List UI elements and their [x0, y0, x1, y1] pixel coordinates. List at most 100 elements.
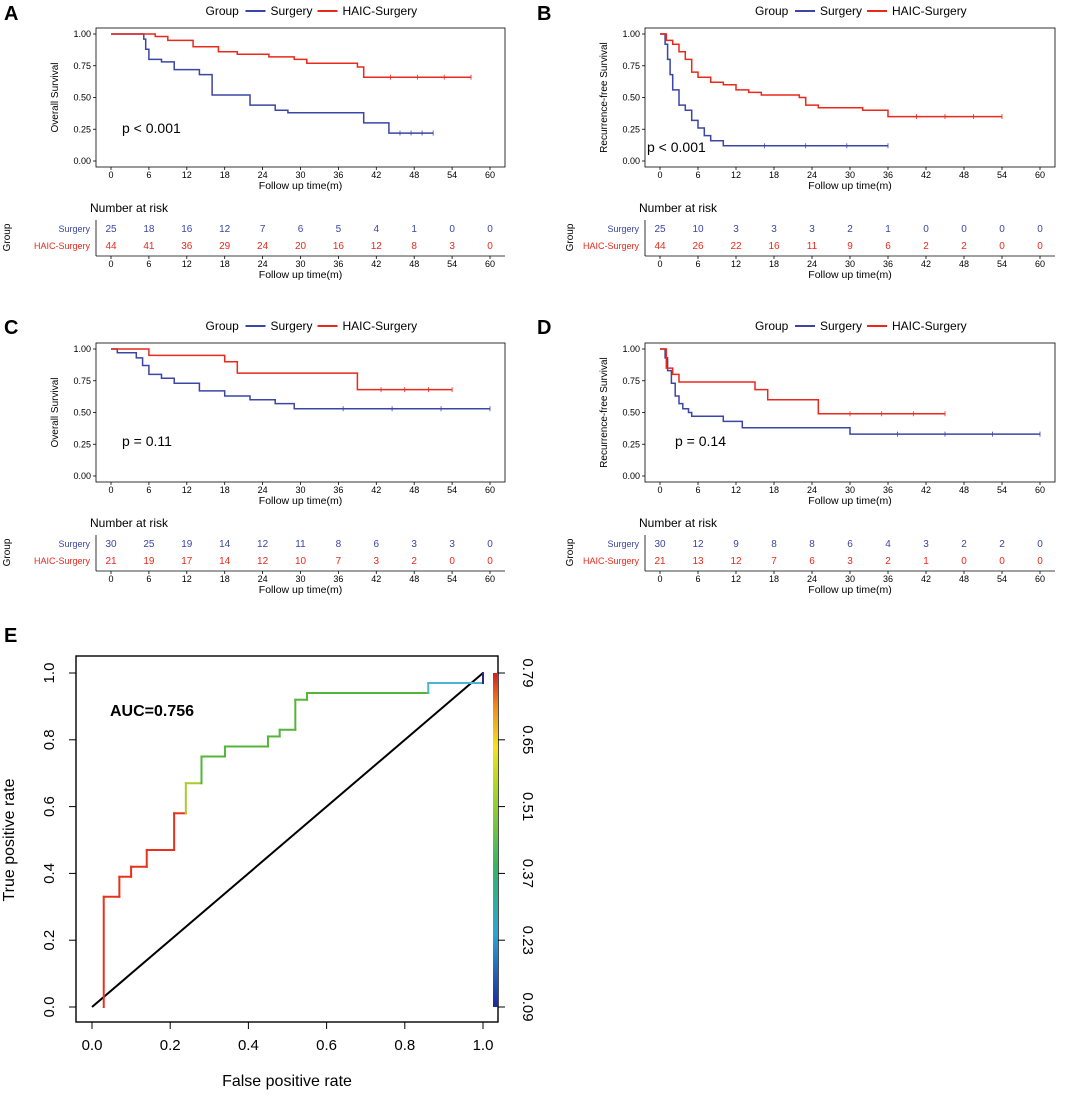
- colorbar-tick-label: 0.37: [519, 859, 536, 888]
- p-value-annotation: p < 0.001: [122, 120, 181, 136]
- risk-x-tick-label: 48: [409, 259, 419, 269]
- risk-count-haic: 13: [692, 556, 704, 567]
- y-tick-label: 1.00: [622, 29, 640, 39]
- legend-label-haic: HAIC-Surgery: [892, 4, 967, 18]
- risk-row-label-surgery: Surgery: [607, 539, 639, 549]
- y-axis-label: Recurrence-free Survival: [599, 357, 610, 468]
- risk-row-label-surgery: Surgery: [58, 224, 90, 234]
- risk-count-haic: 22: [730, 241, 742, 252]
- y-tick-label: 0.25: [73, 439, 91, 449]
- y-tick-label: 0.25: [73, 124, 91, 134]
- legend-label-surgery: Surgery: [820, 4, 862, 18]
- risk-count-surgery: 16: [181, 224, 193, 235]
- x-tick-label: 12: [731, 170, 741, 180]
- y-tick-label: 0.75: [73, 376, 91, 386]
- x-tick-label: 60: [485, 170, 495, 180]
- roc-panel-e: E 0.0 0.2 0.4 0.6 0.8 1.0 0.0 0.2 0.4 0.6 0.8 1.0 Fal…: [1, 625, 536, 1090]
- risk-count-haic: 44: [654, 241, 666, 252]
- x-tick-label: 42: [371, 485, 381, 495]
- risk-x-tick-label: 30: [295, 574, 305, 584]
- risk-count-haic: 3: [449, 241, 455, 252]
- risk-count-surgery: 2: [847, 224, 853, 235]
- risk-table-title: Number at risk: [639, 516, 718, 530]
- risk-count-surgery: 8: [771, 539, 777, 550]
- risk-count-haic: 19: [143, 556, 155, 567]
- risk-count-surgery: 0: [961, 224, 967, 235]
- risk-count-haic: 10: [295, 556, 307, 567]
- plot-frame: [95, 27, 506, 168]
- colorbar-tick-label: 0.23: [519, 926, 536, 955]
- p-value-annotation: p = 0.11: [122, 433, 172, 449]
- risk-x-tick-label: 60: [485, 259, 495, 269]
- x-tick-label: 48: [959, 485, 969, 495]
- roc-diagonal: [91, 672, 484, 1008]
- colorbar-tick-label: 0.65: [519, 725, 536, 754]
- risk-count-haic: 0: [961, 556, 967, 567]
- risk-count-surgery: 6: [298, 224, 304, 235]
- roc-y-tick-label: 0.6: [41, 796, 58, 817]
- risk-count-haic: 0: [487, 241, 493, 252]
- risk-count-haic: 26: [692, 241, 704, 252]
- y-tick-label: 0.50: [622, 93, 640, 103]
- risk-count-surgery: 19: [181, 539, 193, 550]
- x-tick-label: 36: [883, 485, 893, 495]
- legend-title: Group: [755, 319, 789, 333]
- risk-count-haic: 1: [923, 556, 929, 567]
- roc-x-tick-label: 0.2: [160, 1037, 181, 1054]
- risk-count-surgery: 3: [449, 539, 455, 550]
- km-panel-d: D Group Surgery HAIC-Surgery 0.00 0.25 0.50 0.7…: [537, 317, 1056, 596]
- risk-x-tick-label: 42: [921, 259, 931, 269]
- risk-x-tick-label: 0: [657, 259, 662, 269]
- risk-count-haic: 17: [181, 556, 193, 567]
- km-curve-haic: [111, 348, 453, 391]
- risk-count-surgery: 0: [999, 224, 1005, 235]
- risk-count-surgery: 0: [1037, 539, 1043, 550]
- panel-letter-d: D: [537, 317, 551, 339]
- risk-count-haic: 12: [730, 556, 742, 567]
- risk-count-surgery: 8: [809, 539, 815, 550]
- risk-count-haic: 36: [181, 241, 193, 252]
- x-tick-label: 24: [807, 170, 817, 180]
- y-tick-label: 1.00: [73, 29, 91, 39]
- km-curve-surgery: [660, 33, 888, 147]
- y-axis-label: Recurrence-free Survival: [599, 42, 610, 153]
- roc-x-axis-label: False positive rate: [222, 1073, 352, 1090]
- legend-label-haic: HAIC-Surgery: [343, 4, 418, 18]
- risk-x-tick-label: 0: [108, 574, 113, 584]
- legend-title: Group: [755, 4, 789, 18]
- y-tick-label: 0.50: [73, 408, 91, 418]
- y-tick-label: 0.50: [622, 408, 640, 418]
- risk-group-label: Group: [565, 223, 576, 251]
- km-curve-surgery: [111, 33, 434, 134]
- risk-count-surgery: 25: [105, 224, 117, 235]
- risk-x-axis-label: Follow up time(m): [259, 269, 342, 281]
- risk-count-haic: 11: [807, 241, 818, 252]
- km-curve-haic: [660, 33, 1002, 118]
- risk-x-axis-label: Follow up time(m): [259, 584, 342, 596]
- plot-frame: [95, 342, 506, 483]
- panel-letter-a: A: [4, 3, 18, 25]
- km-curve-surgery: [111, 348, 490, 410]
- roc-x-tick-label: 0.6: [316, 1037, 337, 1054]
- risk-count-surgery: 3: [733, 224, 739, 235]
- risk-count-haic: 7: [336, 556, 342, 567]
- risk-count-surgery: 1: [885, 224, 891, 235]
- risk-x-tick-label: 48: [959, 574, 969, 584]
- roc-x-tick-label: 0.0: [82, 1037, 103, 1054]
- risk-count-surgery: 12: [257, 539, 269, 550]
- risk-count-surgery: 6: [847, 539, 853, 550]
- risk-group-label: Group: [565, 538, 576, 566]
- risk-count-haic: 3: [374, 556, 380, 567]
- risk-count-haic: 9: [847, 241, 853, 252]
- y-tick-label: 0.00: [73, 156, 91, 166]
- risk-count-surgery: 3: [411, 539, 417, 550]
- risk-count-haic: 12: [371, 241, 383, 252]
- legend-label-haic: HAIC-Surgery: [892, 319, 967, 333]
- risk-x-tick-label: 24: [258, 259, 268, 269]
- risk-x-tick-label: 60: [1035, 259, 1045, 269]
- x-tick-label: 6: [695, 170, 700, 180]
- risk-count-haic: 12: [257, 556, 269, 567]
- risk-x-tick-label: 48: [409, 574, 419, 584]
- risk-count-haic: 0: [449, 556, 455, 567]
- risk-count-haic: 16: [768, 241, 780, 252]
